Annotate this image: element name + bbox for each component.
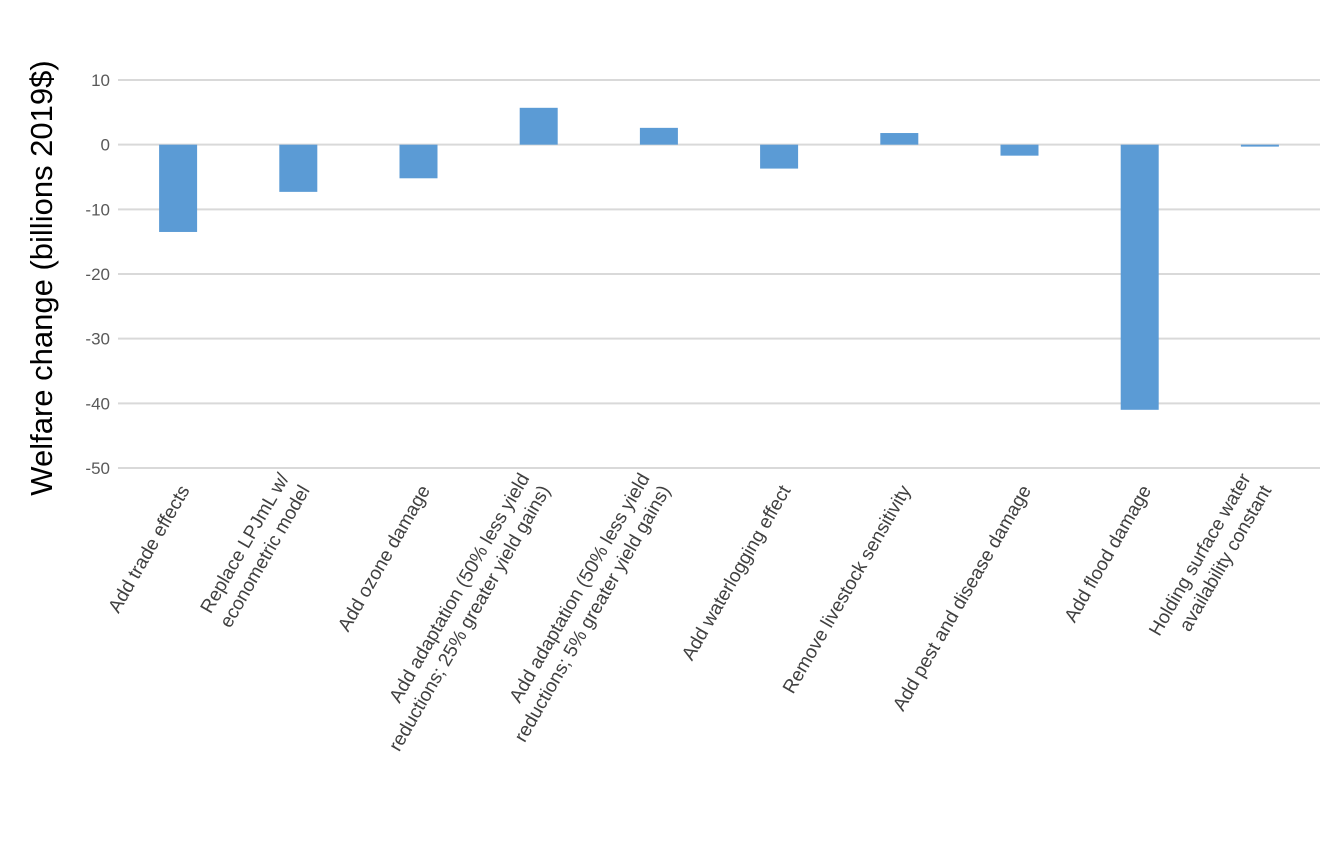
bar (880, 133, 919, 145)
y-axis-label: Welfare change (billions 2019$) (24, 60, 59, 495)
x-axis-labels: Add trade effects Replace LPJmL w/econome… (105, 469, 1277, 755)
y-tick-label: 0 (101, 136, 110, 155)
x-tick-label: Add flood damage (1061, 482, 1156, 626)
x-tick-label-line: Remove livestock sensitivity (779, 482, 916, 698)
bar (399, 144, 438, 179)
y-axis-ticks: 10 0 -10 -20 -30 -40 -50 (85, 71, 110, 478)
bar (1120, 144, 1159, 410)
y-tick-label: -10 (85, 200, 110, 219)
bar (1240, 144, 1279, 147)
bar (1000, 144, 1039, 156)
x-tick-label: Remove livestock sensitivity (779, 482, 916, 698)
bar (519, 107, 558, 145)
gridlines (118, 79, 1320, 469)
x-tick-label-line: Add trade effects (105, 482, 195, 617)
x-tick-label: Add adaptation (50% less yieldreductions… (506, 470, 675, 746)
x-tick-label-line: Add pest and disease damage (889, 482, 1036, 715)
x-tick-label-line: Add flood damage (1061, 482, 1156, 626)
bar (639, 127, 678, 145)
bars (159, 107, 1279, 410)
y-tick-label: 10 (91, 71, 110, 90)
y-tick-label: -40 (85, 394, 110, 413)
x-tick-label: Add waterlogging effect (678, 481, 796, 664)
x-tick-label: Add ozone damage (334, 482, 435, 635)
bar (159, 144, 198, 232)
bar (279, 144, 318, 192)
x-tick-label-line: Add ozone damage (334, 482, 435, 635)
y-tick-label: -30 (85, 330, 110, 349)
bar (760, 144, 799, 169)
x-tick-label-line: Add waterlogging effect (678, 481, 796, 664)
x-tick-label: Replace LPJmL w/econometric model (197, 469, 315, 631)
y-tick-label: -50 (85, 459, 110, 478)
x-tick-label: Add pest and disease damage (889, 482, 1036, 715)
x-tick-label: Add trade effects (105, 482, 195, 617)
y-tick-label: -20 (85, 265, 110, 284)
